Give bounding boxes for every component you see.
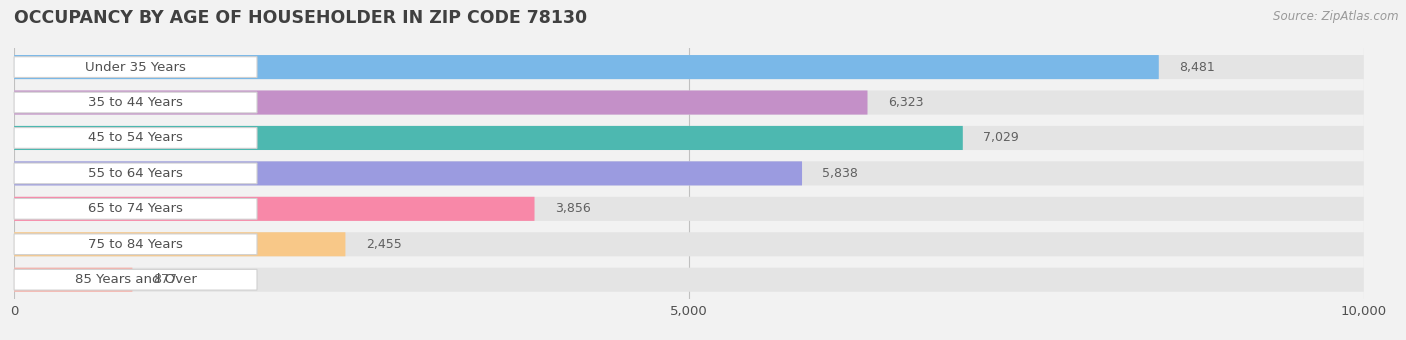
FancyBboxPatch shape bbox=[14, 55, 1159, 79]
Text: 35 to 44 Years: 35 to 44 Years bbox=[89, 96, 183, 109]
FancyBboxPatch shape bbox=[14, 199, 257, 219]
Text: 7,029: 7,029 bbox=[983, 132, 1019, 144]
FancyBboxPatch shape bbox=[14, 234, 257, 255]
Text: Under 35 Years: Under 35 Years bbox=[86, 61, 186, 73]
FancyBboxPatch shape bbox=[14, 163, 257, 184]
FancyBboxPatch shape bbox=[14, 126, 1364, 150]
FancyBboxPatch shape bbox=[14, 162, 801, 185]
Text: 55 to 64 Years: 55 to 64 Years bbox=[89, 167, 183, 180]
FancyBboxPatch shape bbox=[14, 268, 1364, 292]
Text: OCCUPANCY BY AGE OF HOUSEHOLDER IN ZIP CODE 78130: OCCUPANCY BY AGE OF HOUSEHOLDER IN ZIP C… bbox=[14, 10, 588, 28]
Text: 85 Years and Over: 85 Years and Over bbox=[75, 273, 197, 286]
FancyBboxPatch shape bbox=[14, 232, 346, 256]
FancyBboxPatch shape bbox=[14, 90, 868, 115]
FancyBboxPatch shape bbox=[14, 232, 1364, 256]
FancyBboxPatch shape bbox=[14, 197, 1364, 221]
FancyBboxPatch shape bbox=[14, 269, 257, 290]
FancyBboxPatch shape bbox=[14, 128, 257, 148]
Text: 75 to 84 Years: 75 to 84 Years bbox=[89, 238, 183, 251]
Text: 6,323: 6,323 bbox=[887, 96, 924, 109]
Text: 5,838: 5,838 bbox=[823, 167, 858, 180]
Text: 65 to 74 Years: 65 to 74 Years bbox=[89, 202, 183, 215]
FancyBboxPatch shape bbox=[14, 90, 1364, 115]
Text: 8,481: 8,481 bbox=[1180, 61, 1215, 73]
FancyBboxPatch shape bbox=[14, 92, 257, 113]
FancyBboxPatch shape bbox=[14, 162, 1364, 185]
Text: Source: ZipAtlas.com: Source: ZipAtlas.com bbox=[1274, 10, 1399, 23]
Text: 3,856: 3,856 bbox=[555, 202, 591, 215]
Text: 45 to 54 Years: 45 to 54 Years bbox=[89, 132, 183, 144]
FancyBboxPatch shape bbox=[14, 268, 132, 292]
FancyBboxPatch shape bbox=[14, 55, 1364, 79]
FancyBboxPatch shape bbox=[14, 126, 963, 150]
FancyBboxPatch shape bbox=[14, 197, 534, 221]
FancyBboxPatch shape bbox=[14, 57, 257, 78]
Text: 2,455: 2,455 bbox=[366, 238, 402, 251]
Text: 877: 877 bbox=[153, 273, 177, 286]
